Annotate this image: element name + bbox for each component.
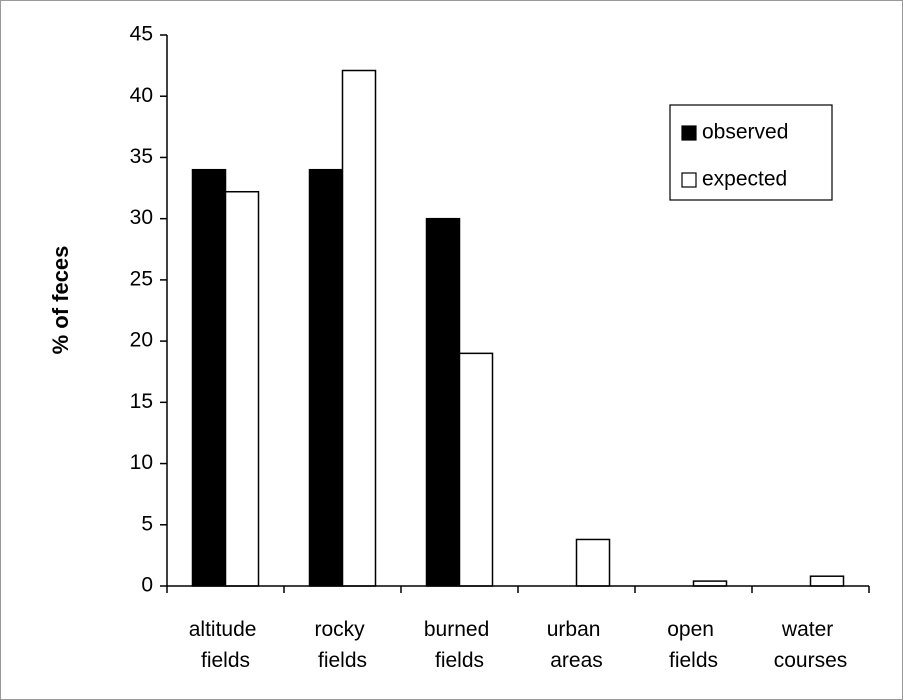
y-tick-label: 15 bbox=[130, 390, 153, 413]
legend-swatch bbox=[681, 125, 697, 141]
legend-label: observed bbox=[702, 121, 788, 144]
bar bbox=[191, 168, 227, 587]
y-tick-label: 30 bbox=[130, 206, 153, 229]
y-tick-label: 35 bbox=[130, 145, 153, 168]
bar bbox=[224, 190, 260, 587]
legend-box bbox=[669, 104, 833, 201]
y-axis-label: % of feces bbox=[48, 246, 73, 355]
y-tick-label: 20 bbox=[130, 329, 153, 352]
y-tick-label: 10 bbox=[130, 451, 153, 474]
x-tick-label: urban areas bbox=[547, 618, 607, 672]
bar bbox=[425, 217, 461, 587]
bar bbox=[458, 352, 494, 587]
y-tick-label: 40 bbox=[130, 84, 153, 107]
legend-swatch bbox=[681, 172, 697, 188]
x-tick-label: open fields bbox=[667, 618, 720, 672]
bar bbox=[341, 69, 377, 587]
bar bbox=[809, 575, 845, 587]
x-tick-label: rocky fields bbox=[314, 618, 370, 672]
bar bbox=[575, 538, 611, 587]
y-tick-label: 0 bbox=[141, 574, 153, 597]
y-tick-label: 25 bbox=[130, 267, 153, 290]
x-tick-label: water courses bbox=[774, 618, 848, 672]
y-tick-label: 45 bbox=[130, 23, 153, 46]
y-tick-label: 5 bbox=[141, 512, 153, 535]
legend-label: expected bbox=[702, 168, 787, 191]
bar bbox=[308, 168, 344, 587]
x-tick-label: altitude fields bbox=[189, 618, 263, 672]
x-tick-label: burned fields bbox=[424, 618, 495, 672]
